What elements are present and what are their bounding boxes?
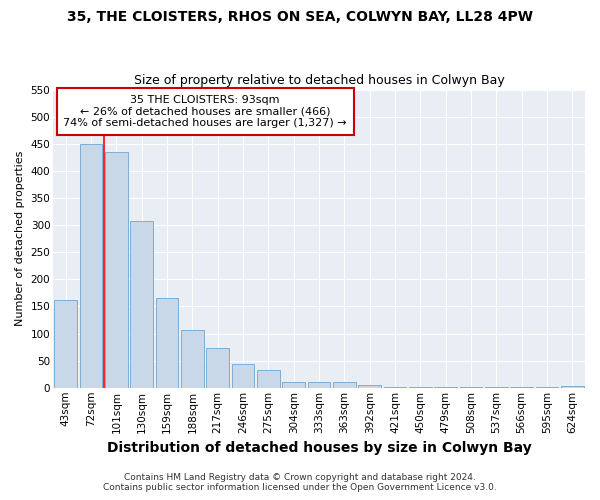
Text: Contains HM Land Registry data © Crown copyright and database right 2024.
Contai: Contains HM Land Registry data © Crown c… [103,473,497,492]
Bar [561,386,584,388]
Bar [257,370,280,388]
Bar [105,152,128,388]
Bar [383,386,406,388]
X-axis label: Distribution of detached houses by size in Colwyn Bay: Distribution of detached houses by size … [107,441,532,455]
Bar [409,386,432,388]
Bar [80,144,103,388]
Bar [206,348,229,388]
Bar [485,386,508,388]
Bar [536,386,559,388]
Bar [181,330,204,388]
Bar [510,386,533,388]
Bar [308,382,331,388]
Text: 35, THE CLOISTERS, RHOS ON SEA, COLWYN BAY, LL28 4PW: 35, THE CLOISTERS, RHOS ON SEA, COLWYN B… [67,10,533,24]
Title: Size of property relative to detached houses in Colwyn Bay: Size of property relative to detached ho… [134,74,505,87]
Bar [358,385,381,388]
Y-axis label: Number of detached properties: Number of detached properties [15,151,25,326]
Bar [333,382,356,388]
Bar [55,300,77,388]
Bar [434,386,457,388]
Bar [130,222,153,388]
Text: 35 THE CLOISTERS: 93sqm
← 26% of detached houses are smaller (466)
74% of semi-d: 35 THE CLOISTERS: 93sqm ← 26% of detache… [63,95,347,128]
Bar [232,364,254,388]
Bar [283,382,305,388]
Bar [460,386,482,388]
Bar [155,298,178,388]
